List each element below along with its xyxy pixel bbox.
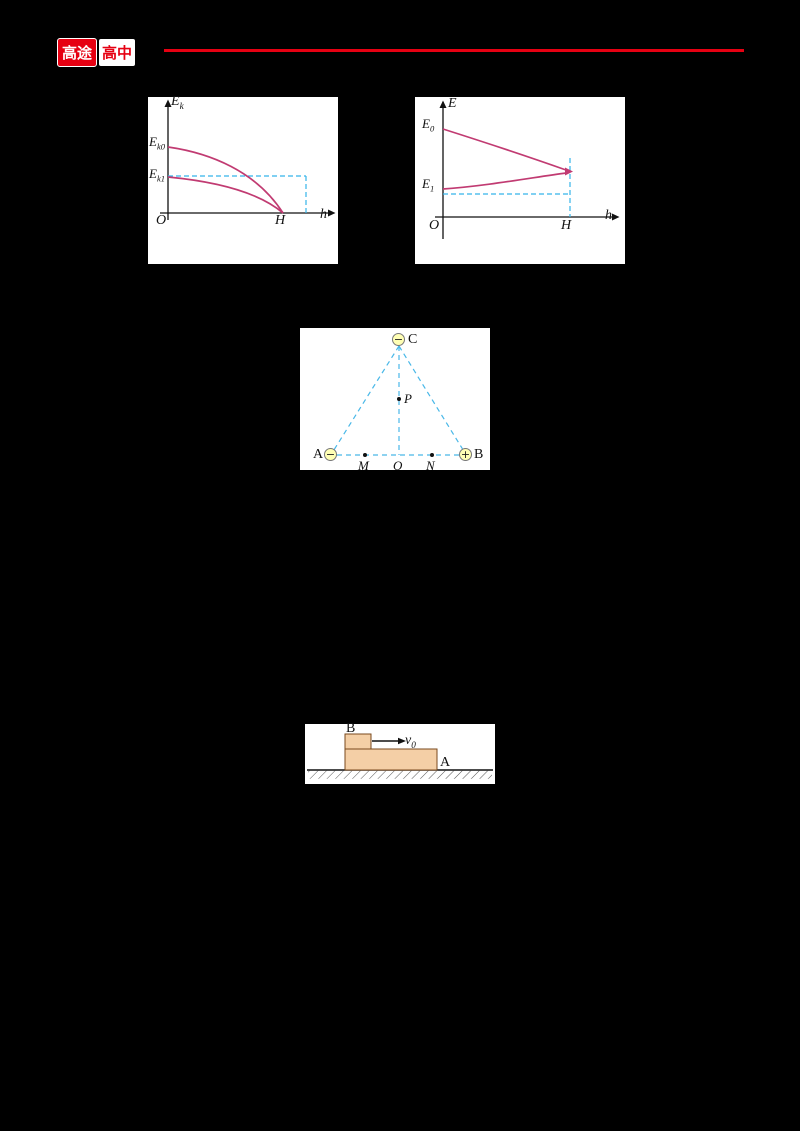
x-axis-arrow (328, 209, 336, 217)
brand-secondary-badge: 高中 (99, 39, 136, 66)
ek-origin-label: O (156, 213, 167, 228)
ek-h-max-tick-label: H (275, 213, 286, 228)
figure-energy-graph: E E0 E1 O H h (415, 97, 625, 264)
point-m-label: M (358, 458, 369, 473)
figure-blocks-on-ground: B A v0 (305, 721, 495, 784)
ek0-tick-label: Ek0 (149, 134, 166, 152)
block-a-rect (344, 748, 438, 771)
e-y-axis-label: E (448, 96, 457, 111)
block-a-label: A (440, 755, 451, 770)
ek-y-axis-label: Ek (171, 94, 184, 111)
brand-logo: 高途 高中 (57, 38, 136, 67)
charge-c-negative-icon: − (392, 333, 405, 346)
charge-b-positive-icon: + (459, 448, 472, 461)
e-graph-canvas (435, 100, 620, 239)
curve-e0 (442, 128, 567, 171)
e0-tick-label: E0 (422, 116, 435, 134)
point-m-dot (363, 453, 367, 457)
point-n-dot (430, 453, 434, 457)
e1-tick-label: E1 (422, 176, 435, 194)
charge-a-label: A (313, 447, 324, 462)
point-p-label: P (404, 391, 412, 406)
e-x-axis-label: h (605, 208, 612, 223)
blocks-canvas (307, 733, 493, 779)
curve-ek1 (167, 176, 284, 214)
curve-ek0 (167, 146, 284, 214)
charge-c-label: C (408, 332, 418, 347)
point-p-dot (397, 397, 401, 401)
header-divider-line (164, 49, 744, 52)
point-n-label: N (426, 458, 435, 473)
y-axis-arrow (164, 99, 172, 107)
e-h-max-tick-label: H (561, 218, 572, 233)
y-axis-arrow (439, 100, 447, 108)
x-axis-arrow (612, 213, 620, 221)
curve-e1 (442, 172, 567, 190)
block-b-label: B (346, 721, 356, 736)
charge-b-label: B (474, 447, 484, 462)
ek-graph-canvas (160, 99, 336, 220)
ground-hatching (308, 770, 492, 779)
side-ca-dashed (331, 345, 400, 454)
block-b-rect (344, 733, 372, 750)
e-origin-label: O (429, 218, 440, 233)
brand-primary-badge: 高途 (57, 38, 98, 67)
point-o-label: O (393, 458, 403, 473)
velocity-label: v0 (405, 733, 416, 750)
figure-kinetic-energy-graph: Ek Ek0 Ek1 O H h (148, 94, 338, 264)
convergence-arrow (565, 167, 573, 176)
figure-charge-triangle: − − + C A B P M O N (300, 328, 490, 473)
ek1-tick-label: Ek1 (149, 166, 166, 184)
charge-triangle-canvas (331, 345, 466, 457)
ek-x-axis-label: h (320, 207, 327, 222)
side-cb-dashed (398, 345, 466, 454)
charge-a-negative-icon: − (324, 448, 337, 461)
velocity-arrow-head (398, 737, 406, 745)
